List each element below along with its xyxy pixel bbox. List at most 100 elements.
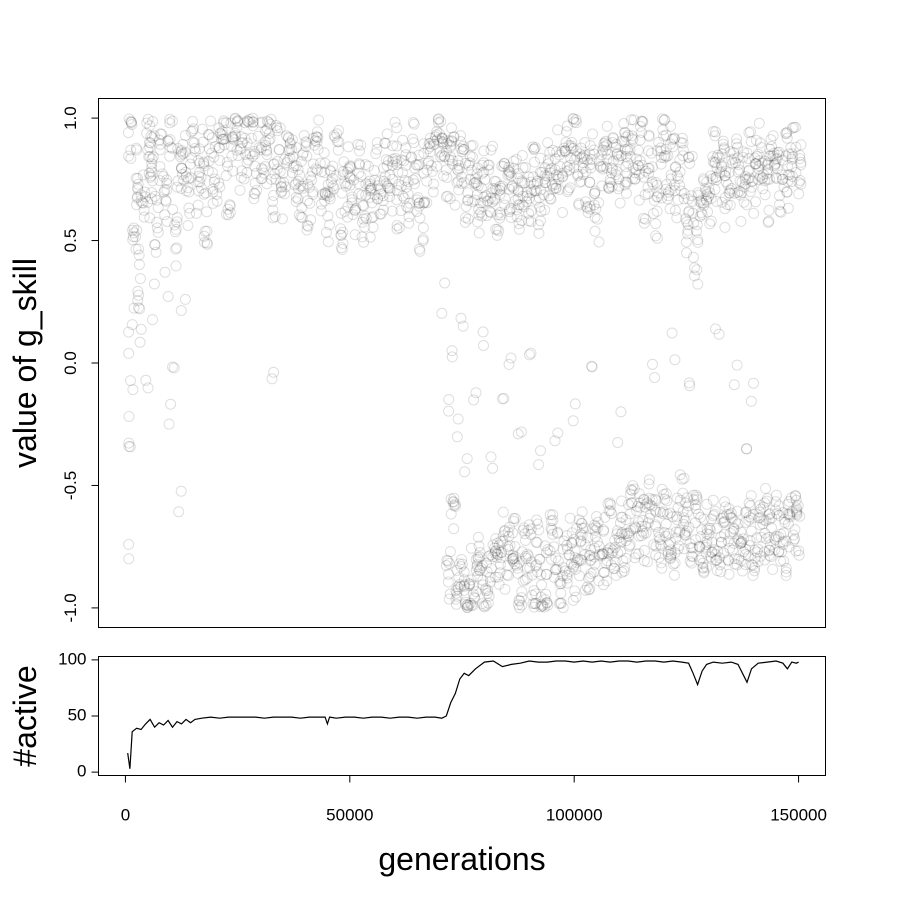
scatter-point [769, 534, 781, 546]
scatter-point [730, 138, 742, 150]
scatter-point [271, 122, 283, 134]
scatter-point [279, 188, 291, 200]
scatter-point [463, 578, 475, 590]
scatter-point [707, 494, 719, 506]
scatter-point [591, 522, 603, 534]
scatter-point [617, 555, 629, 567]
scatter-point [556, 145, 568, 157]
scatter-point [632, 160, 644, 172]
scatter-point [496, 547, 507, 559]
scatter-point [720, 176, 732, 188]
scatter-point [615, 536, 627, 548]
scatter-point [525, 523, 537, 535]
scatter-point [440, 164, 452, 176]
scatter-point [227, 131, 239, 143]
scatter-point [654, 534, 666, 546]
scatter-point [154, 144, 166, 156]
scatter-point [552, 555, 564, 567]
scatter-point [213, 142, 225, 154]
scatter-point [484, 206, 496, 218]
scatter-point [261, 145, 273, 157]
scatter-point [766, 522, 777, 534]
scatter-point [276, 181, 287, 193]
scatter-point [684, 158, 696, 169]
scatter-point [485, 563, 497, 574]
scatter-point [505, 212, 517, 224]
scatter-point [555, 577, 567, 589]
scatter-point [441, 138, 453, 150]
scatter-point [728, 153, 740, 165]
scatter-point [478, 145, 490, 157]
scatter-point [484, 576, 496, 588]
scatter-point [193, 170, 205, 182]
scatter-point [192, 176, 204, 188]
scatter-point [142, 144, 154, 156]
scatter-point [552, 124, 564, 136]
scatter-point [505, 170, 517, 182]
scatter-point [378, 175, 390, 187]
scatter-point [256, 173, 268, 185]
scatter-point [598, 548, 609, 560]
scatter-point [769, 159, 781, 171]
scatter-point [512, 193, 524, 205]
scatter-point [313, 114, 325, 126]
scatter-point [573, 514, 585, 526]
scatter-point [512, 428, 524, 440]
scatter-point [179, 147, 191, 158]
scatter-y-axis: 1.00.50.0-0.5-1.0 [61, 106, 99, 623]
scatter-point [655, 142, 667, 154]
scatter-point [755, 550, 766, 562]
scatter-point [615, 406, 627, 418]
scatter-point [725, 512, 737, 523]
scatter-point [719, 203, 731, 215]
scatter-point [612, 437, 624, 448]
scatter-point [763, 549, 775, 561]
scatter-point [287, 161, 299, 173]
scatter-point [778, 527, 790, 539]
scatter-point [605, 505, 616, 517]
scatter-point [492, 549, 504, 560]
scatter-point [311, 126, 323, 138]
scatter-point [456, 171, 468, 183]
scatter-point [584, 200, 596, 212]
scatter-point [450, 593, 462, 605]
scatter-point [565, 558, 577, 570]
scatter-point [716, 512, 727, 524]
scatter-point [575, 536, 587, 548]
scatter-point [441, 172, 453, 183]
scatter-point [774, 205, 786, 217]
scatter-point [691, 225, 702, 237]
scatter-point [209, 173, 221, 185]
scatter-point [579, 137, 591, 148]
scatter-point [712, 545, 724, 557]
scatter-point [732, 187, 744, 198]
scatter-point [526, 569, 538, 581]
scatter-point [141, 117, 153, 129]
scatter-point [576, 506, 588, 518]
scatter-point [205, 115, 217, 127]
scatter-point [790, 545, 802, 557]
scatter-point [554, 578, 566, 590]
scatter-point [487, 539, 499, 551]
scatter-point [194, 166, 206, 178]
scatter-point [777, 173, 789, 185]
scatter-point [557, 207, 568, 218]
scatter-point [475, 197, 486, 209]
scatter-point [464, 173, 476, 185]
scatter-point [261, 149, 273, 161]
scatter-point [476, 210, 488, 222]
scatter-point [354, 159, 366, 171]
scatter-point [342, 211, 353, 223]
scatter-point [489, 183, 501, 195]
scatter-point [670, 161, 682, 173]
scatter-point [183, 202, 195, 214]
scatter-point [621, 168, 633, 180]
scatter-point [544, 146, 556, 158]
scatter-point [773, 500, 785, 512]
scatter-point [535, 445, 546, 457]
scatter-point [542, 154, 554, 166]
scatter-point [695, 197, 707, 209]
scatter-point [596, 180, 608, 192]
scatter-point [492, 209, 503, 221]
scatter-point [584, 203, 596, 215]
